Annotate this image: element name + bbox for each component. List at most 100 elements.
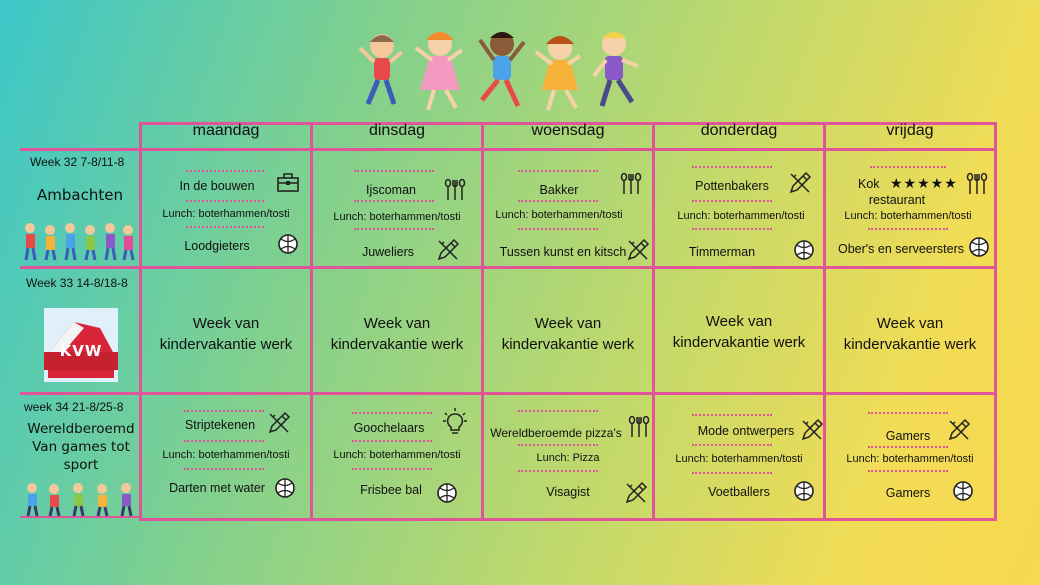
ball-icon (278, 234, 298, 254)
pencil-ruler-icon (948, 418, 971, 441)
divider-dots (518, 470, 598, 472)
divider-dots (186, 226, 264, 228)
ball-icon (275, 478, 295, 498)
ball-icon (969, 237, 989, 257)
kvw-logo-icon (44, 308, 118, 382)
activity-text: Timmerman (688, 245, 756, 259)
kvw-week-text: Week van kindervakantie werk (655, 311, 823, 353)
divider-dots (692, 444, 772, 446)
lunch-text: Lunch: boterhammen/tosti (333, 449, 461, 461)
pencil-ruler-icon (789, 171, 812, 194)
week-32-theme: Ambachten (37, 186, 123, 204)
kvw-line1: Week van (705, 313, 773, 330)
pencil-ruler-icon (437, 238, 460, 261)
day-header-monday: maandag (192, 122, 260, 139)
divider-dots (692, 228, 772, 230)
kvw-line2: kindervakantie werk (159, 336, 293, 353)
week-33-label: Week 33 14-8/18-8 (26, 276, 128, 290)
divider-dots (352, 468, 432, 470)
lunch-text: Lunch: boterhammen/tosti (495, 209, 623, 221)
lunch-text: Lunch: Pizza (536, 452, 600, 464)
divider-dots (184, 440, 264, 442)
activity-text: Tussen kunst en kitsch (499, 245, 627, 259)
divider-dots (868, 412, 948, 414)
divider-dots (186, 200, 264, 202)
activity-text: Ober's en serveersters (837, 242, 965, 256)
activity-text: Goochelaars (353, 421, 425, 435)
kitchen-tools-icon (620, 172, 642, 194)
activity-text: Loodgieters (184, 239, 250, 253)
kvw-week-text: Week van kindervakantie werk (142, 313, 310, 355)
divider-dots (868, 470, 948, 472)
grid-line-header (20, 148, 997, 151)
activity-text: In de bouwen (179, 179, 255, 193)
grid-line-row1 (20, 266, 997, 269)
theme-line1: Wereldberoemd (27, 421, 135, 437)
activity-text: Darten met water (169, 481, 265, 495)
kvw-week-text: Week van kindervakantie werk (313, 313, 481, 355)
theme-line2: Van games tot (32, 439, 130, 455)
divider-dots (518, 170, 598, 172)
divider-dots (354, 170, 434, 172)
grid-line-bottom (139, 518, 997, 521)
kitchen-tools-icon (966, 172, 988, 194)
divider-dots (518, 200, 598, 202)
divider-dots (352, 440, 432, 442)
grid-line-left-bottom (20, 516, 140, 518)
kids-group-illustration (26, 483, 133, 517)
grid-line-col0 (139, 122, 142, 521)
theme-line3: sport (63, 457, 99, 473)
divider-dots (868, 446, 948, 448)
day-header-wednesday: woensdag (531, 122, 605, 139)
lunch-text: Lunch: boterhammen/tosti (333, 211, 461, 223)
week-32-label: Week 32 7-8/11-8 (30, 155, 125, 169)
kvw-line2: kindervakantie werk (843, 336, 977, 353)
kvw-line2: kindervakantie werk (501, 336, 635, 353)
grid-line-col4 (823, 122, 826, 521)
pencil-ruler-icon (268, 411, 291, 434)
activity-text: Pottenbakers (695, 179, 769, 193)
lunch-text: Lunch: boterhammen/tosti (675, 453, 803, 465)
activity-text: Frisbee bal (360, 483, 422, 497)
rating-stars: ★★★★★ (890, 175, 958, 191)
pencil-ruler-icon (801, 418, 824, 441)
lunch-text: Lunch: boterhammen/tosti (677, 210, 805, 222)
activity-text: Juweliers (361, 245, 415, 259)
lightbulb-icon (443, 408, 467, 434)
kvw-line2: kindervakantie werk (330, 336, 464, 353)
divider-dots (352, 412, 432, 414)
pencil-ruler-icon (625, 481, 648, 504)
day-header-friday: vrijdag (886, 122, 934, 139)
divider-dots (692, 166, 772, 168)
week-34-theme: Wereldberoemd Van games tot sport (20, 420, 142, 474)
activity-text: Kok (858, 177, 880, 191)
divider-dots (354, 228, 434, 230)
activity-text: restaurant (868, 193, 926, 207)
divider-dots (692, 414, 772, 416)
toolbox-icon (277, 173, 299, 192)
activity-text: Striptekenen (184, 418, 256, 432)
lunch-text: Lunch: boterhammen/tosti (162, 208, 290, 220)
day-header-thursday: donderdag (700, 122, 778, 139)
activity-text: Bakker (539, 183, 579, 197)
grid-line-col3 (652, 122, 655, 521)
kids-group-illustration (24, 223, 135, 261)
pencil-ruler-icon (627, 238, 650, 261)
lunch-text: Lunch: boterhammen/tosti (846, 453, 974, 465)
activity-text: Mode ontwerpers (697, 424, 795, 438)
grid-line-col1 (310, 122, 313, 521)
ball-icon (794, 481, 814, 501)
grid-line-col5 (994, 122, 997, 521)
kvw-week-text: Week van kindervakantie werk (484, 313, 652, 355)
lunch-text: Lunch: boterhammen/tosti (162, 449, 290, 461)
ball-icon (794, 240, 814, 260)
kvw-line1: Week van (363, 315, 431, 332)
kvw-line1: Week van (876, 315, 944, 332)
week-34-label: week 34 21-8/25-8 (24, 400, 124, 414)
activity-text: Ijscoman (365, 183, 417, 197)
divider-dots (692, 472, 772, 474)
kvw-logo-text: KVW (59, 342, 103, 360)
divider-dots (518, 444, 598, 446)
grid-line-row2 (20, 392, 997, 395)
grid-line-top (139, 122, 997, 125)
